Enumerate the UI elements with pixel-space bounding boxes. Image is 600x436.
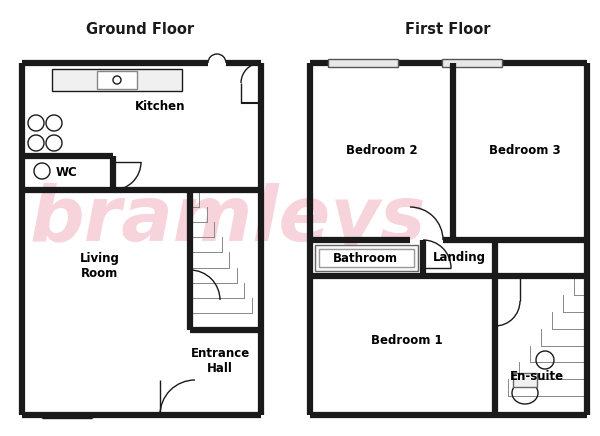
Text: Bedroom 1: Bedroom 1 [371,334,443,347]
Bar [319,249,414,267]
Text: En-suite: En-suite [510,369,564,382]
Text: Kitchen: Kitchen [135,99,185,112]
Text: Living
Room: Living Room [80,252,120,280]
Bar [442,59,502,67]
Bar [97,71,137,89]
Text: Entrance
Hall: Entrance Hall [190,347,250,375]
Text: WC: WC [56,167,78,180]
Text: Landing: Landing [433,252,485,265]
Bar [513,373,537,387]
Bar [315,245,418,271]
Text: bramleys: bramleys [30,184,427,259]
Text: First Floor: First Floor [405,23,491,37]
Text: Bathroom: Bathroom [332,252,398,265]
Text: Bedroom 3: Bedroom 3 [489,144,561,157]
Bar [328,59,398,67]
Text: Bedroom 2: Bedroom 2 [346,144,418,157]
Text: Ground Floor: Ground Floor [86,23,194,37]
Bar [52,69,182,91]
